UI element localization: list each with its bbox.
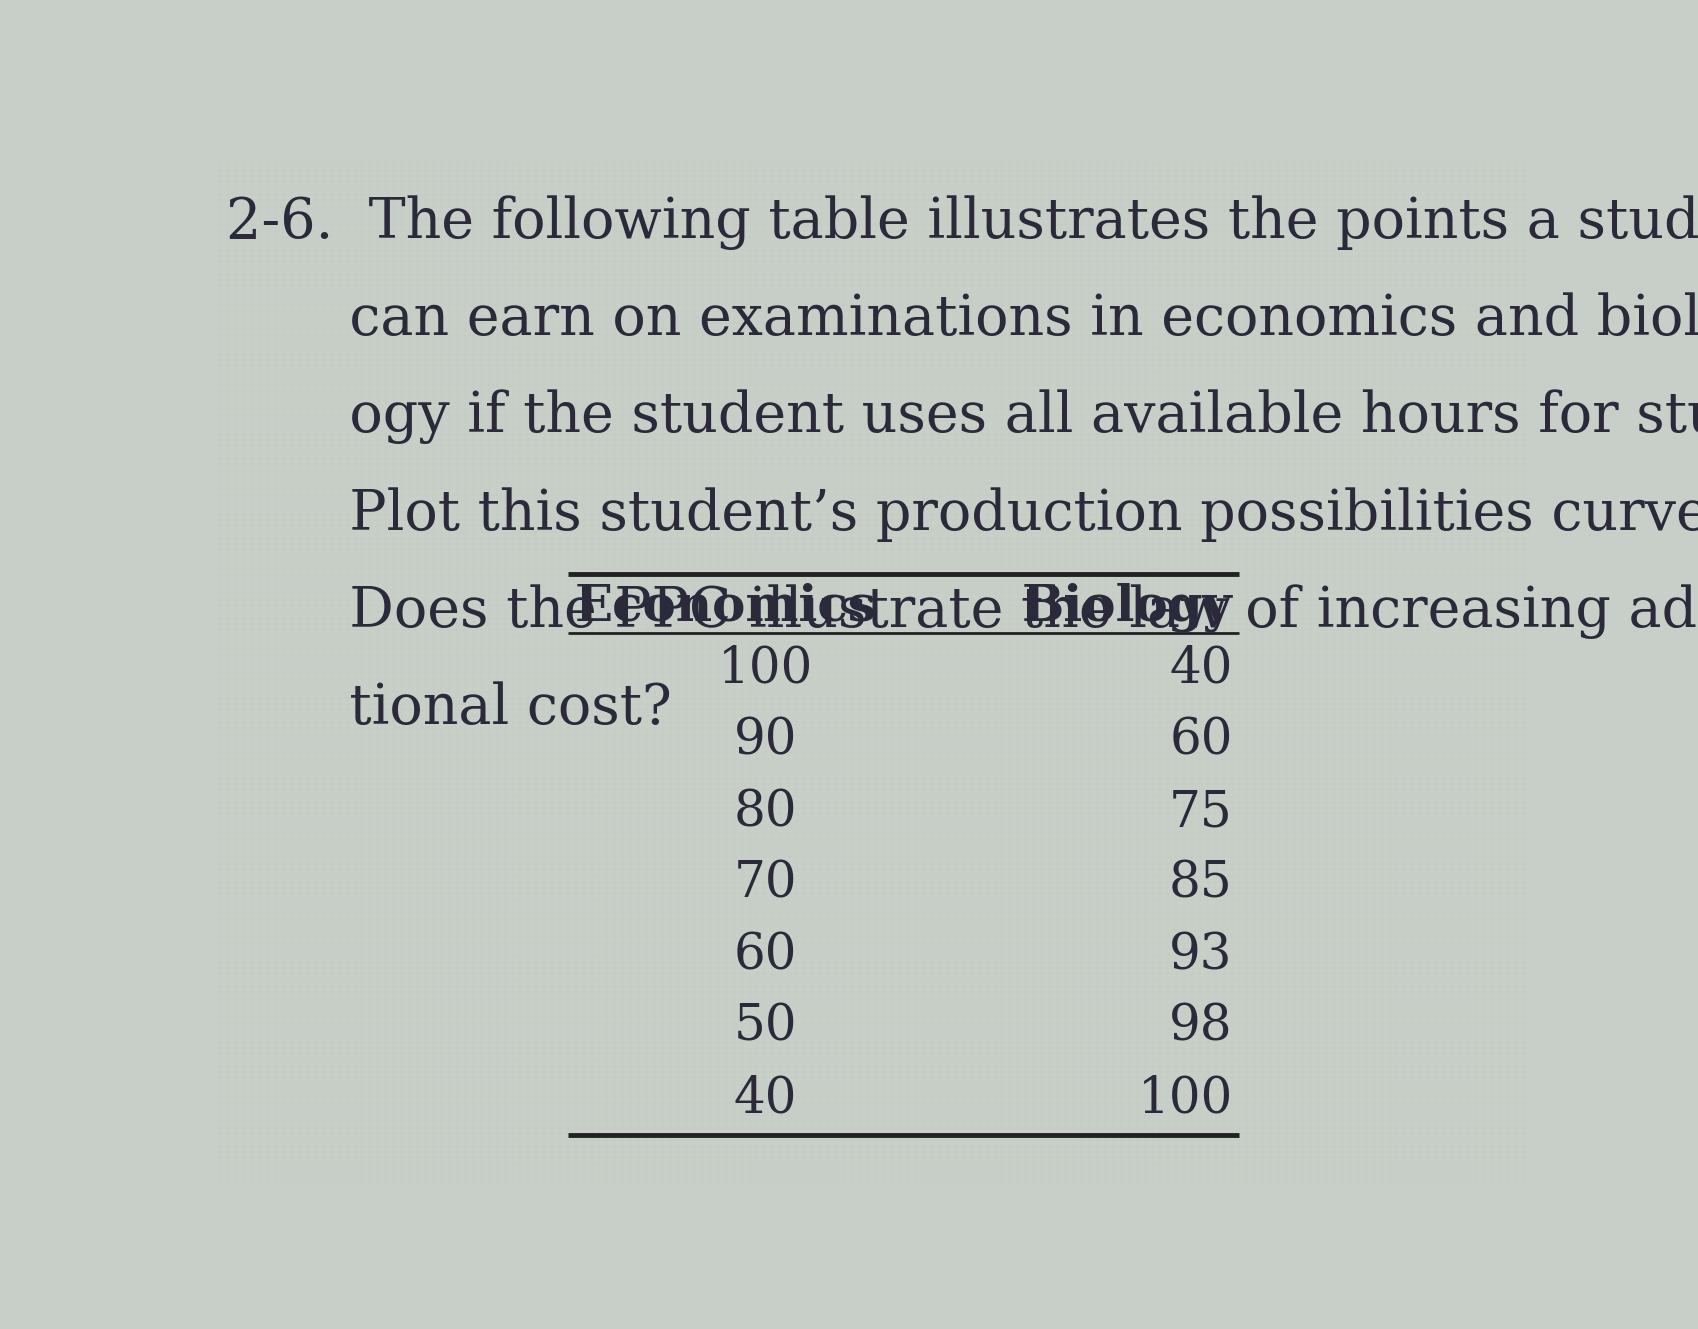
Text: 100: 100 <box>717 645 813 694</box>
Text: 40: 40 <box>734 1074 796 1123</box>
Text: 60: 60 <box>1168 716 1233 766</box>
Text: 80: 80 <box>734 788 796 837</box>
Text: 93: 93 <box>1168 930 1233 981</box>
Text: Economics: Economics <box>574 582 876 631</box>
Text: 100: 100 <box>1136 1074 1233 1123</box>
Text: 2-6.  The following table illustrates the points a student: 2-6. The following table illustrates the… <box>226 195 1698 250</box>
Text: 75: 75 <box>1168 788 1233 837</box>
Text: 85: 85 <box>1168 860 1233 909</box>
Text: tional cost?: tional cost? <box>226 682 671 736</box>
Text: Biology: Biology <box>1022 582 1233 631</box>
Text: 90: 90 <box>734 716 796 766</box>
Text: 98: 98 <box>1168 1002 1233 1053</box>
Text: 60: 60 <box>734 930 796 981</box>
Text: Plot this student’s production possibilities curve.: Plot this student’s production possibili… <box>226 486 1698 542</box>
Text: ogy if the student uses all available hours for study.: ogy if the student uses all available ho… <box>226 389 1698 444</box>
Text: 70: 70 <box>734 860 796 909</box>
Text: 40: 40 <box>1168 645 1233 694</box>
Text: 50: 50 <box>734 1002 796 1053</box>
Text: Does the PPC illustrate the law of increasing addi-: Does the PPC illustrate the law of incre… <box>226 585 1698 639</box>
Text: can earn on examinations in economics and biol-: can earn on examinations in economics an… <box>226 292 1698 347</box>
